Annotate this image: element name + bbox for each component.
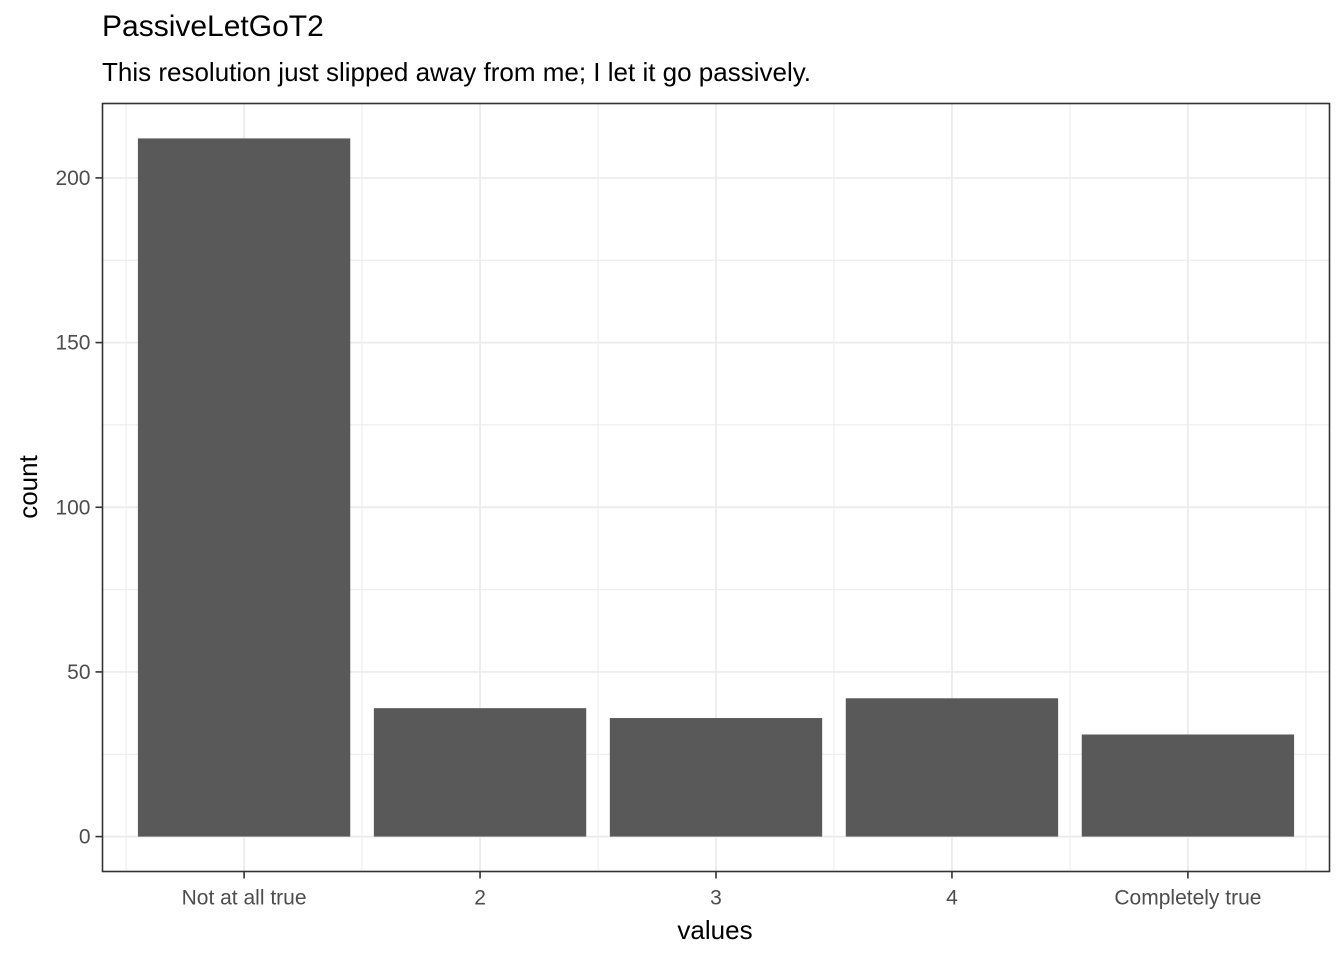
y-axis: 0 50 100 150 200 <box>55 167 103 849</box>
bars <box>137 138 1295 837</box>
y-tick-label: 150 <box>55 332 90 355</box>
y-tick-label: 0 <box>79 826 91 849</box>
x-axis-title: values <box>677 915 752 945</box>
bar <box>373 708 587 837</box>
y-tick-label: 50 <box>67 661 90 684</box>
y-tick-label: 200 <box>55 167 90 190</box>
bar <box>1081 734 1295 837</box>
chart-title: PassiveLetGoT2 <box>102 10 324 43</box>
x-axis: Not at all true 2 3 4 Completely true <box>182 871 1261 910</box>
y-tick-label: 100 <box>55 496 90 519</box>
chart-subtitle: This resolution just slipped away from m… <box>102 57 812 87</box>
y-axis-title: count <box>13 454 43 518</box>
x-tick-label: Completely true <box>1114 887 1261 910</box>
x-tick-label: 3 <box>710 887 722 910</box>
bar <box>609 718 823 837</box>
x-tick-label: 2 <box>474 887 486 910</box>
x-tick-label: 4 <box>946 887 958 910</box>
bar <box>845 698 1059 837</box>
bar <box>137 138 351 837</box>
x-tick-label: Not at all true <box>182 887 307 910</box>
